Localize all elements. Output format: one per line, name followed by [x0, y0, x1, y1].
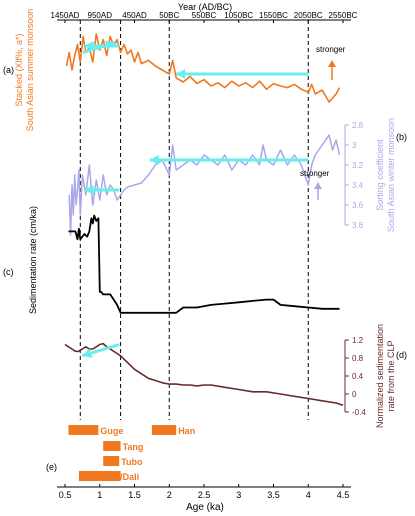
ylabel-c: Sedimentation rate (cm/ka)	[28, 206, 38, 314]
bottom-axis-tick-label: 0.5	[59, 490, 72, 500]
right-axis-d-tick-label: 0.8	[352, 354, 364, 363]
right-axis-b-tick-label: 3.8	[352, 221, 364, 230]
series-line-b	[68, 134, 341, 236]
arrow-b-1-head	[84, 185, 94, 195]
ylabel-d-line1: Normalized sedimentation	[375, 324, 385, 428]
dynasty-bar	[103, 441, 121, 451]
dynasty-label: Han	[178, 426, 195, 436]
panel-label-c: (c)	[3, 267, 14, 277]
stronger-arrow-b-head	[314, 182, 322, 189]
right-axis-d-tick-label: 0.4	[352, 372, 364, 381]
series-line-a	[65, 33, 341, 103]
top-axis-tick-label: 950AD	[88, 11, 113, 20]
panel-label-a: (a)	[3, 65, 14, 75]
top-axis-tick-label: 450AD	[122, 11, 147, 20]
dynasty-label: Tubo	[121, 457, 143, 467]
right-axis-d-tick-label: 1.2	[352, 336, 364, 345]
series-line-d	[64, 342, 344, 407]
right-axis-b-tick-label: 3.2	[352, 161, 364, 170]
panel-label-e: (e)	[46, 462, 57, 472]
top-axis-tick-label: 2050BC	[294, 11, 323, 20]
dynasty-bar	[103, 456, 120, 466]
top-axis-tick-label: 550BC	[192, 11, 217, 20]
top-axis-tick-label: 2550BC	[329, 11, 358, 20]
panel-label-d: (d)	[396, 350, 407, 360]
top-axis-tick-label: 1550BC	[259, 11, 288, 20]
bottom-axis-tick-label: 2.5	[198, 490, 211, 500]
dynasty-label: Nanzhao/Dali	[83, 472, 140, 482]
annotation-a: stronger	[316, 45, 346, 54]
ylabel-a-line1: Stacked (Xlf%, a*)	[14, 33, 24, 106]
ylabel-b-line2: South Asian winter monsoon	[386, 118, 396, 232]
right-axis-b-tick-label: 3.6	[352, 201, 364, 210]
bottom-axis-tick-label: 2	[167, 490, 172, 500]
arrow-a-0-head	[176, 69, 186, 79]
bottom-axis-tick-label: 1.5	[128, 490, 141, 500]
dynasty-bar	[68, 425, 99, 435]
bottom-axis-tick-label: 4	[306, 490, 311, 500]
top-axis-tick-label: 1450AD	[51, 11, 80, 20]
bottom-axis-tick-label: 4.5	[337, 490, 350, 500]
dynasty-label: Tang	[123, 442, 144, 452]
arrow-a-2-head	[104, 40, 116, 51]
annotation-b: stronger	[300, 169, 330, 178]
arrow-d-0-head	[82, 348, 93, 358]
ylabel-b-line1: Sorting coefficient	[375, 139, 385, 211]
dynasty-label: Guge	[100, 426, 123, 436]
right-axis-b-tick-label: 3	[352, 141, 357, 150]
series-line-c	[68, 214, 340, 314]
ylabel-d-line2: rate from the CLP	[386, 340, 396, 411]
top-axis-tick-label: 1050BC	[224, 11, 253, 20]
right-axis-b-tick-label: 3.4	[352, 181, 364, 190]
dynasty-bar	[151, 425, 177, 435]
bottom-axis-tick-label: 3.5	[267, 490, 280, 500]
panel-label-b: (b)	[396, 132, 407, 142]
dynasty-bar	[78, 471, 121, 481]
arrow-b-0-head	[149, 155, 159, 165]
bottom-axis-tick-label: 3	[236, 490, 241, 500]
bottom-axis-label: Age (ka)	[186, 502, 224, 513]
right-axis-d-tick-label: -0.4	[352, 408, 366, 417]
top-axis-tick-label: 50BC	[159, 11, 179, 20]
stronger-arrow-a-head	[328, 60, 336, 67]
right-axis-d-tick-label: 0	[352, 390, 357, 399]
bottom-axis-tick-label: 1	[97, 490, 102, 500]
top-axis-label: Year (AD/BC)	[178, 2, 232, 12]
right-axis-b-tick-label: 2.8	[352, 121, 364, 130]
ylabel-a-line2: South Asian summer monsoon	[25, 9, 35, 132]
